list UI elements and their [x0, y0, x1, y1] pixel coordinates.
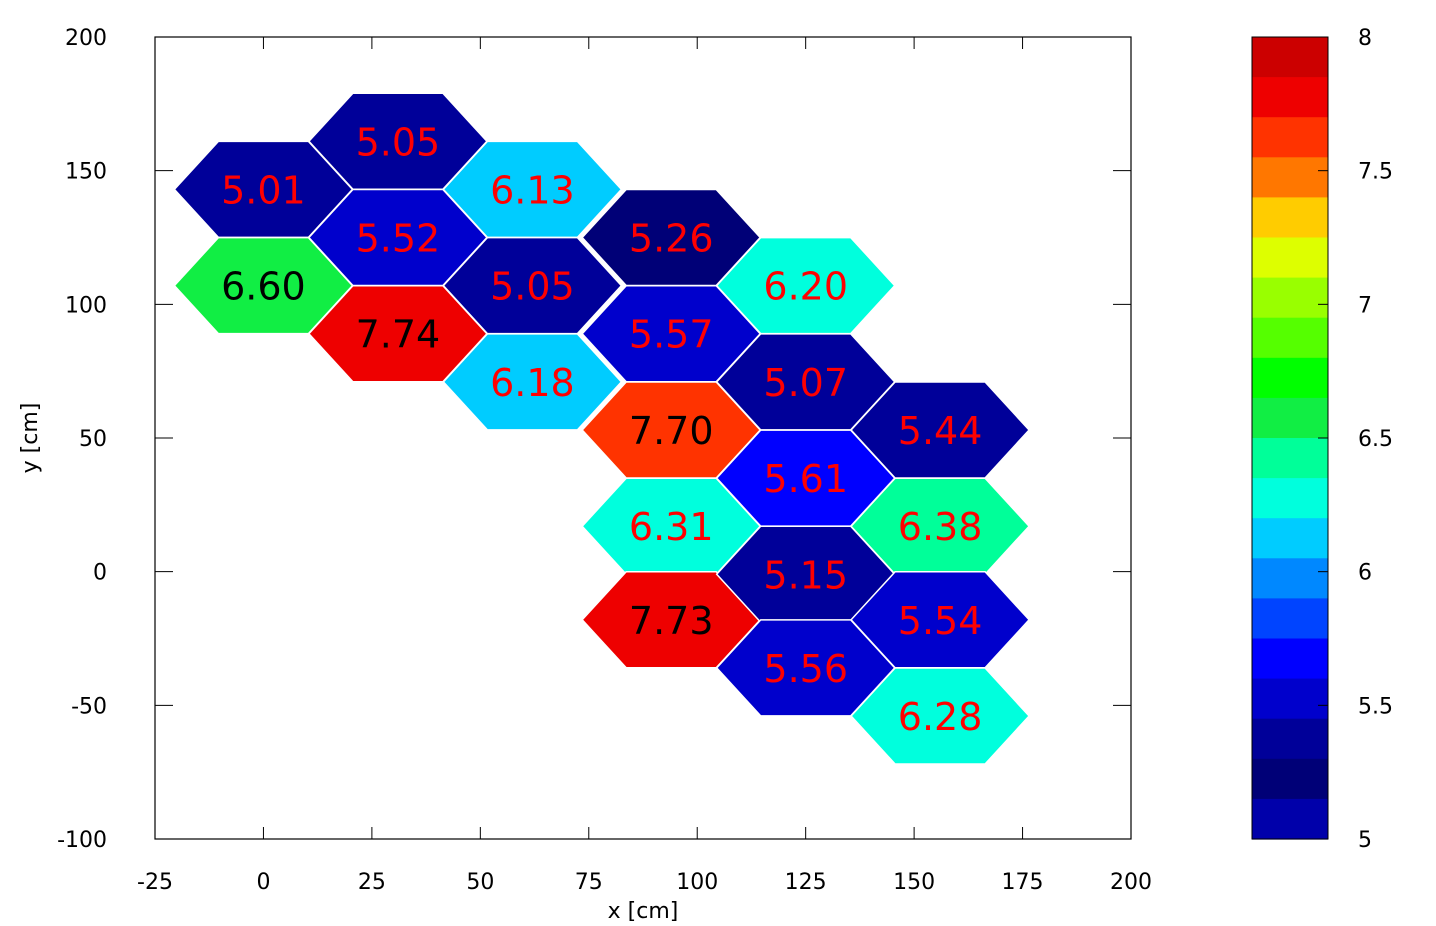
- hex-value-label: 6.31: [629, 505, 714, 549]
- hex-value-label: 7.70: [629, 409, 714, 453]
- colorbar-segment: [1252, 397, 1328, 439]
- x-tick-label: 0: [256, 870, 270, 895]
- hex-value-label: 5.26: [629, 217, 714, 261]
- y-tick-labels: 200 150 100 50 0 -50 -100: [57, 26, 107, 853]
- y-tick-label: -50: [71, 694, 107, 719]
- x-tick-label: 25: [358, 870, 386, 895]
- colorbar-segment: [1252, 638, 1328, 680]
- colorbar-segment: [1252, 197, 1328, 239]
- colorbar-segment: [1252, 558, 1328, 599]
- hex-cell: [850, 667, 1031, 765]
- hex-value-label: 5.01: [221, 168, 306, 212]
- hex-value-label: 5.07: [763, 361, 848, 405]
- hex-value-label: 5.15: [763, 553, 848, 597]
- hex-value-label: 5.56: [763, 647, 848, 691]
- hex-value-label: 6.28: [898, 695, 983, 739]
- axis-ticks: [154, 36, 1132, 840]
- hex-value-label: 6.13: [490, 168, 575, 212]
- colorbar-segment: [1252, 798, 1328, 840]
- colorbar: [1251, 36, 1329, 840]
- colorbar-segment: [1252, 77, 1328, 118]
- colorbar-tick-label: 6.5: [1358, 427, 1393, 452]
- x-axis-title: x [cm]: [608, 899, 679, 924]
- colorbar-segment: [1252, 758, 1328, 800]
- x-tick-label: 175: [1002, 870, 1044, 895]
- x-tick-labels: -25 0 25 50 75 100 125 150 175 200: [137, 870, 1152, 895]
- colorbar-segment: [1252, 357, 1328, 399]
- hex-value-label: 5.05: [490, 265, 575, 309]
- y-tick-label: 100: [65, 293, 107, 318]
- colorbar-segment: [1252, 317, 1328, 359]
- x-tick-label: 100: [676, 870, 718, 895]
- colorbar-tick-label: 7.5: [1358, 160, 1393, 185]
- y-tick-label: 150: [65, 160, 107, 185]
- y-tick-label: -100: [57, 828, 107, 853]
- hex-value-label: 6.20: [763, 265, 848, 309]
- x-tick-label: 75: [575, 870, 603, 895]
- y-tick-label: 200: [65, 26, 107, 51]
- hex-value-label: 5.54: [898, 599, 983, 643]
- hex-value-label: 5.61: [763, 457, 848, 501]
- hex-value-label: 7.73: [629, 599, 714, 643]
- hex-cell: [442, 333, 623, 431]
- colorbar-segment: [1252, 157, 1328, 198]
- colorbar-segment: [1252, 37, 1328, 78]
- colorbar-tick-label: 6: [1358, 561, 1372, 586]
- y-axis-title: y [cm]: [18, 403, 43, 474]
- hex-value-label: 7.74: [356, 313, 441, 357]
- colorbar-segment: [1252, 438, 1328, 479]
- x-tick-label: 50: [466, 870, 494, 895]
- colorbar-tick-labels: 8 7.5 7 6.5 6 5.5 5: [1358, 26, 1393, 853]
- colorbar-tick-label: 7: [1358, 293, 1372, 318]
- hexagon-cells: 5.01 5.05 5.52 6.60 7.74 6.13 5.05 6.18 5.26 5.57…: [173, 92, 1031, 765]
- x-tick-label: 150: [893, 870, 935, 895]
- hex-value-label: 6.60: [221, 265, 306, 309]
- colorbar-segment: [1252, 237, 1328, 279]
- colorbar-tick-label: 5.5: [1358, 694, 1393, 719]
- y-tick-label: 50: [79, 427, 107, 452]
- hex-value-label: 5.05: [356, 120, 441, 164]
- colorbar-segment: [1252, 718, 1328, 760]
- hex-value-label: 6.18: [490, 361, 575, 405]
- colorbar-segment: [1252, 117, 1328, 158]
- colorbar-segment: [1252, 518, 1328, 559]
- x-tick-label: 200: [1110, 870, 1152, 895]
- hex-value-label: 5.44: [898, 409, 983, 453]
- hex-value-label: 5.57: [629, 313, 714, 357]
- hex-value-label: 6.38: [898, 505, 983, 549]
- colorbar-tick-label: 5: [1358, 828, 1372, 853]
- y-tick-label: 0: [93, 561, 107, 586]
- x-tick-label: -25: [137, 870, 173, 895]
- colorbar-segment: [1252, 478, 1328, 519]
- hex-value-label: 5.52: [356, 217, 441, 261]
- colorbar-segment: [1252, 598, 1328, 640]
- colorbar-tick-label: 8: [1358, 26, 1372, 51]
- colorbar-segment: [1252, 678, 1328, 720]
- x-tick-label: 125: [785, 870, 827, 895]
- colorbar-segment: [1252, 277, 1328, 319]
